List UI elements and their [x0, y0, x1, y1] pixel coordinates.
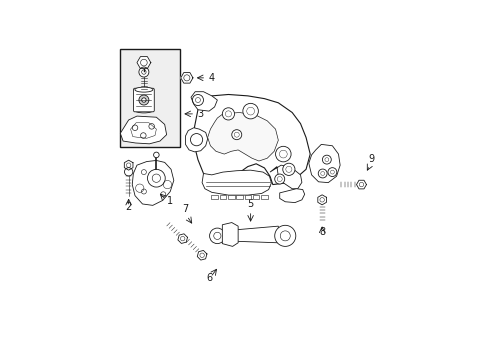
Polygon shape — [193, 94, 309, 190]
Bar — [252, 194, 259, 199]
Circle shape — [139, 67, 148, 77]
Polygon shape — [197, 251, 206, 260]
Polygon shape — [124, 160, 133, 170]
Polygon shape — [317, 195, 326, 205]
Text: 9: 9 — [367, 154, 373, 164]
Polygon shape — [132, 161, 173, 205]
Polygon shape — [269, 165, 301, 189]
Text: 3: 3 — [197, 109, 203, 119]
Circle shape — [274, 225, 295, 246]
Text: 1: 1 — [167, 196, 173, 206]
Circle shape — [222, 108, 234, 120]
Circle shape — [124, 168, 133, 176]
Polygon shape — [279, 189, 304, 203]
Text: 7: 7 — [182, 204, 188, 214]
Circle shape — [209, 228, 224, 244]
Text: 2: 2 — [125, 202, 131, 212]
Text: 5: 5 — [247, 199, 253, 209]
Polygon shape — [120, 116, 166, 144]
Polygon shape — [308, 144, 340, 183]
Circle shape — [282, 163, 294, 175]
Polygon shape — [185, 128, 207, 152]
Polygon shape — [178, 234, 187, 243]
Polygon shape — [137, 57, 150, 69]
Bar — [227, 194, 234, 199]
Bar — [236, 194, 243, 199]
Bar — [261, 194, 267, 199]
Bar — [244, 194, 251, 199]
Circle shape — [147, 169, 165, 187]
Polygon shape — [181, 73, 193, 83]
Text: 6: 6 — [205, 273, 212, 283]
Bar — [211, 194, 218, 199]
Circle shape — [275, 146, 290, 162]
Polygon shape — [207, 112, 278, 161]
Ellipse shape — [135, 87, 153, 92]
Circle shape — [231, 130, 241, 140]
Circle shape — [142, 98, 146, 102]
Bar — [120, 49, 180, 147]
Polygon shape — [356, 180, 366, 189]
Polygon shape — [223, 226, 278, 243]
Bar — [219, 194, 226, 199]
Polygon shape — [202, 170, 271, 195]
Text: 4: 4 — [208, 73, 215, 83]
Polygon shape — [222, 222, 238, 246]
Polygon shape — [191, 92, 217, 111]
Circle shape — [153, 152, 159, 158]
FancyBboxPatch shape — [133, 88, 154, 112]
Text: 8: 8 — [318, 227, 325, 237]
Circle shape — [243, 103, 258, 119]
Ellipse shape — [135, 108, 153, 113]
Circle shape — [139, 95, 148, 105]
Circle shape — [274, 174, 284, 184]
